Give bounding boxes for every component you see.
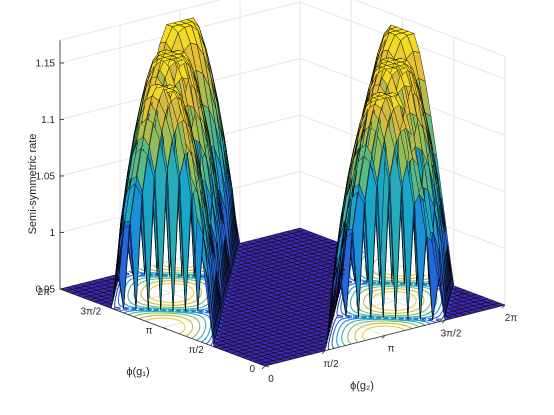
y-tick-label: π [388, 344, 395, 355]
y-tick-label: π/2 [323, 359, 339, 370]
x-tick-label: 2π [38, 287, 51, 298]
surface-mesh [59, 17, 506, 367]
y-tick-mark [321, 350, 326, 355]
x-tick-mark [213, 346, 218, 349]
y-tick-mark [261, 365, 266, 370]
x-tick-mark [162, 327, 167, 329]
y-tick-mark [501, 304, 506, 309]
x-tick-mark [264, 365, 270, 368]
z-axis-label: Semi-symmetric rate [27, 134, 39, 235]
y-tick-label: 0 [268, 374, 274, 385]
x-tick-mark [111, 307, 116, 310]
x-tick-label: 3π/2 [80, 306, 101, 317]
x-tick-label: π [146, 326, 153, 337]
z-tick-label: 0.95 [36, 285, 56, 296]
z-tick-label: 1.15 [36, 59, 56, 70]
x-tick-label: 0 [249, 364, 255, 375]
y-tick-label: 3π/2 [441, 328, 462, 339]
y-tick-mark [381, 335, 386, 339]
x-tick-label: π/2 [189, 345, 205, 356]
z-tick-label: 1.05 [36, 172, 56, 183]
y-axis-label: ϕ(g₂) [350, 380, 374, 392]
y-tick-label: 2π [505, 313, 518, 324]
z-tick-label: 1.1 [41, 115, 55, 126]
y-tick-mark [441, 319, 446, 324]
x-axis-label: ϕ(g₁) [126, 366, 149, 378]
z-tick-label: 1 [49, 228, 55, 239]
